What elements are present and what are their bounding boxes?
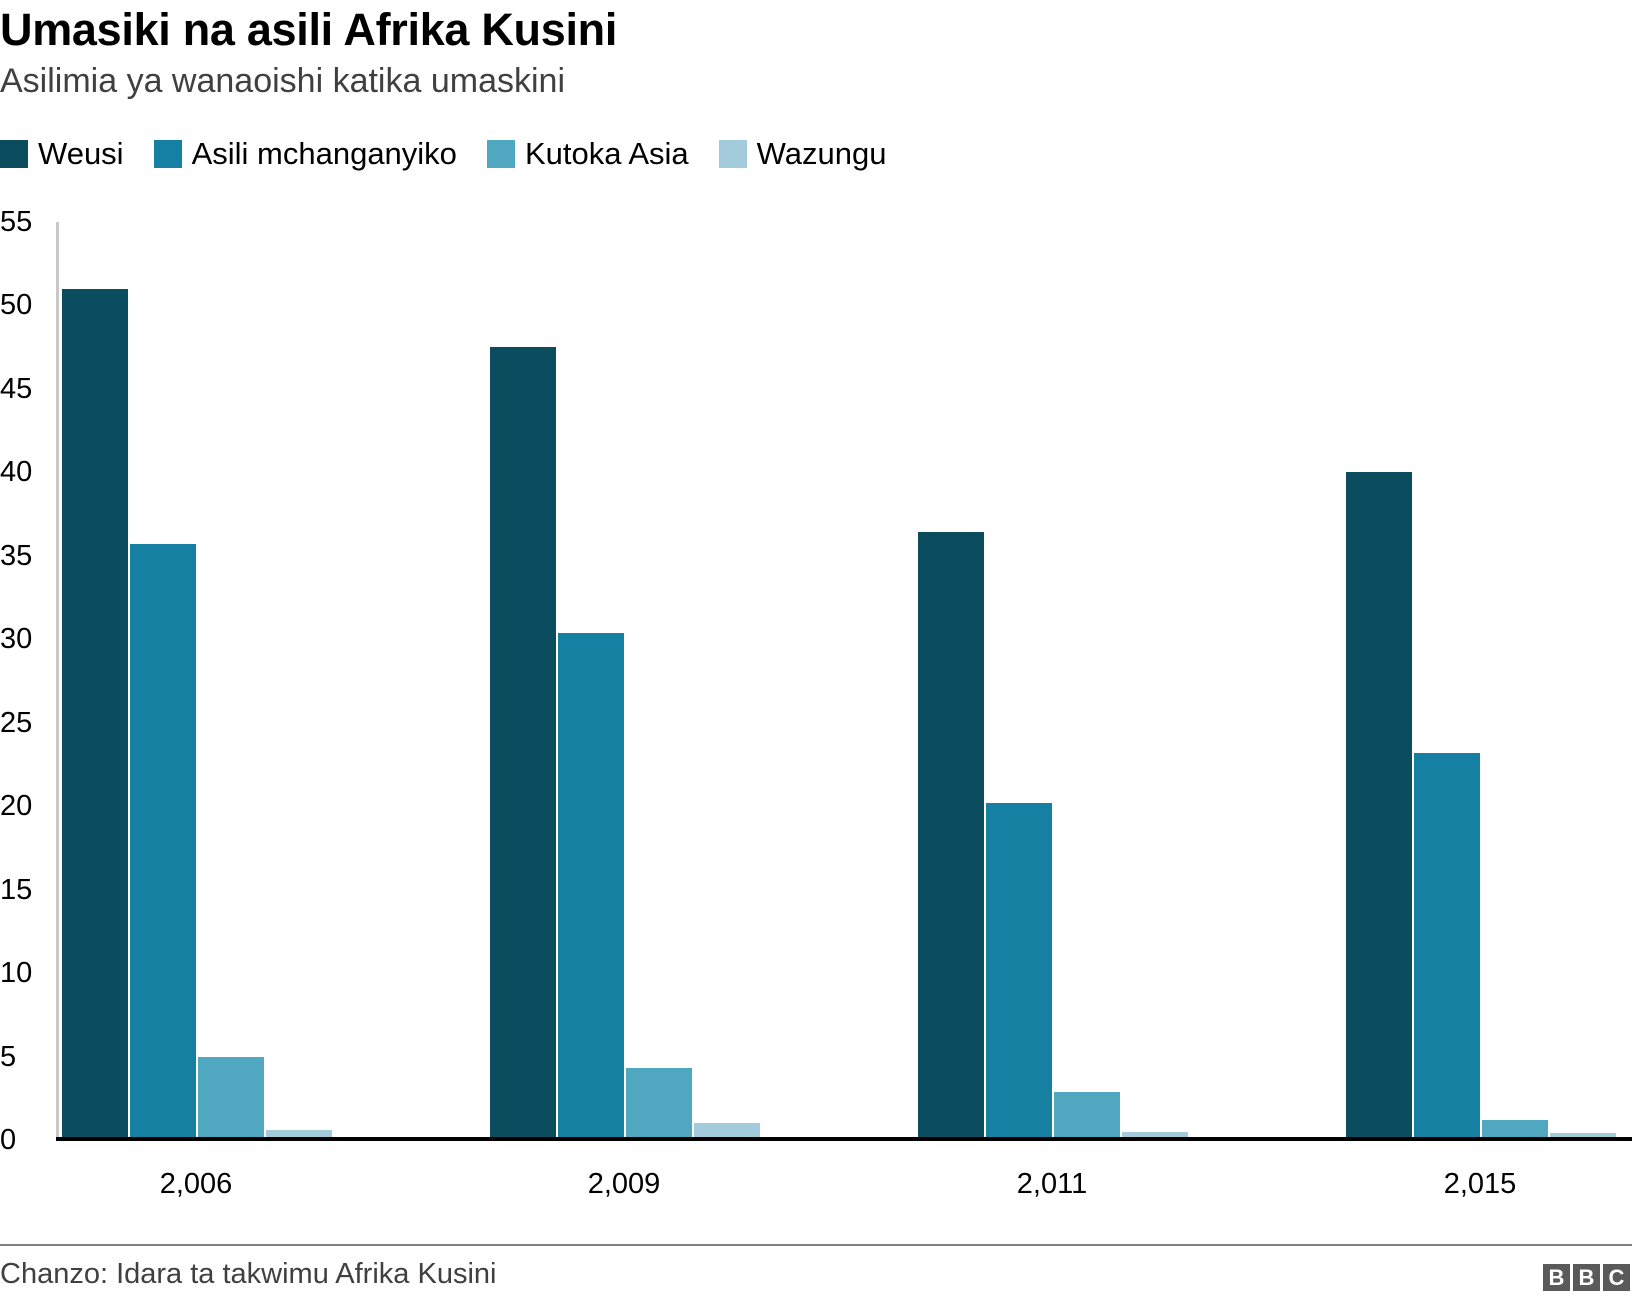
legend-item: Weusi [0,136,124,172]
chart-subtitle: Asilimia ya wanaoishi katika umaskini [0,62,566,100]
y-tick-label: 55 [0,206,33,238]
y-tick-label: 5 [0,1040,17,1073]
bar-kutoka-asia-2015 [1482,1119,1548,1140]
legend-item: Kutoka Asia [486,136,689,172]
y-tick-label: 25 [0,706,33,739]
legend-swatch [0,140,28,168]
bar-kutoka-asia-2006 [198,1056,264,1140]
legend-swatch [718,140,747,168]
bar-wazungu-2011 [1122,1131,1188,1140]
x-axis-baseline [56,1137,1632,1141]
bar-wazungu-2015 [1550,1133,1616,1140]
legend-label: Wazungu [756,136,887,171]
bar-wazungu-2006 [266,1129,332,1140]
y-axis-line [56,222,59,1140]
bar-weusi-2011 [918,532,984,1140]
footer-divider [0,1244,1632,1246]
bar-asili-mchanganyiko-2011 [986,802,1052,1140]
y-tick-label: 20 [0,790,33,823]
legend-item: Asili mchanganyiko [153,136,457,172]
bar-wazungu-2009 [694,1123,760,1140]
legend-label: Asili mchanganyiko [191,136,457,171]
bar-asili-mchanganyiko-2006 [130,544,196,1140]
legend: Weusi Asili mchanganyiko Kutoka Asia Wazung… [0,136,916,172]
y-tick-label: 35 [0,539,33,572]
legend-swatch [153,140,182,168]
x-tick-label: 2,006 [159,1168,233,1200]
bbc-logo-block: C [1603,1264,1630,1291]
bar-weusi-2006 [62,288,128,1140]
y-tick-label: 40 [0,456,33,489]
x-tick-label: 2,009 [587,1168,661,1200]
legend-label: Kutoka Asia [524,136,689,171]
legend-item: Wazungu [718,136,887,172]
bbc-logo-block: B [1543,1264,1570,1291]
y-tick-label: 45 [0,372,33,405]
y-tick-label: 10 [0,957,33,990]
bar-kutoka-asia-2009 [626,1068,692,1140]
y-tick-label: 30 [0,623,33,656]
legend-label: Weusi [38,136,124,171]
chart-title: Umasiki na asili Afrika Kusini [0,4,618,55]
legend-swatch [486,140,515,168]
bar-asili-mchanganyiko-2015 [1414,752,1480,1140]
x-tick-label: 2,011 [1016,1168,1088,1200]
y-tick-label: 0 [0,1124,17,1156]
y-tick-label: 15 [0,873,33,906]
source-note: Chanzo: Idara ta takwimu Afrika Kusini [0,1258,497,1290]
bar-kutoka-asia-2011 [1054,1091,1120,1140]
x-tick-label: 2,015 [1443,1168,1517,1200]
bar-asili-mchanganyiko-2009 [558,632,624,1140]
bar-weusi-2015 [1346,472,1412,1140]
bar-weusi-2009 [490,347,556,1140]
y-tick-label: 50 [0,289,33,322]
bbc-logo-block: B [1573,1264,1600,1291]
